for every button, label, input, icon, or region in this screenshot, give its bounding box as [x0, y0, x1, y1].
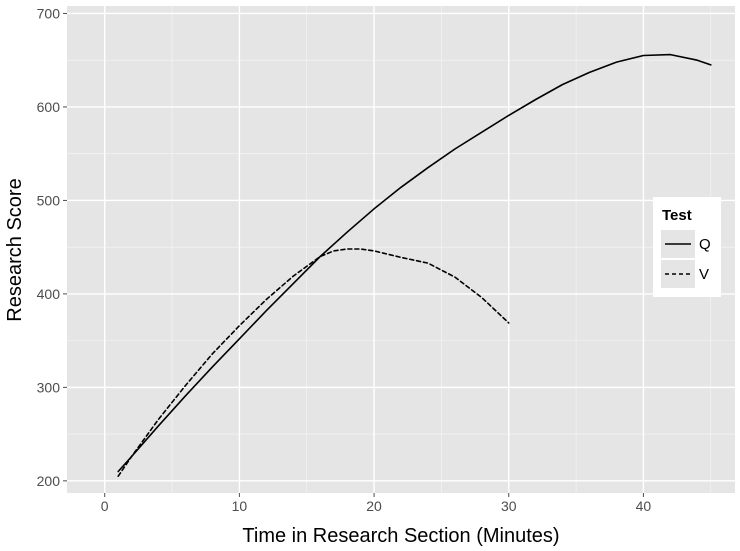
- series-layer: [117, 53, 712, 478]
- series-line-v: [117, 248, 510, 478]
- panel-background: [67, 6, 735, 493]
- major-gridlines: [67, 6, 735, 493]
- x-tick-label: 0: [101, 498, 109, 514]
- series-line-q: [117, 53, 712, 473]
- x-axis-ticks: 0 10 20 30 40: [101, 493, 652, 514]
- y-tick-label: 500: [37, 192, 61, 208]
- x-tick-label: 10: [232, 498, 248, 514]
- y-tick-label: 600: [37, 99, 61, 115]
- y-axis-ticks: 200 300 400 500 600 700: [37, 5, 67, 489]
- y-tick-label: 300: [37, 379, 61, 395]
- y-tick-label: 400: [37, 286, 61, 302]
- legend-label-v: V: [699, 266, 709, 283]
- y-axis-title: Research Score: [4, 178, 26, 321]
- legend: Test Q V: [653, 197, 721, 297]
- y-tick-label: 700: [37, 5, 61, 21]
- x-tick-label: 20: [366, 498, 382, 514]
- x-axis-title: Time in Research Section (Minutes): [242, 525, 559, 547]
- x-tick-label: 30: [501, 498, 517, 514]
- legend-title: Test: [662, 207, 692, 224]
- x-tick-label: 40: [636, 498, 652, 514]
- legend-label-q: Q: [699, 236, 711, 253]
- y-tick-label: 200: [37, 473, 61, 489]
